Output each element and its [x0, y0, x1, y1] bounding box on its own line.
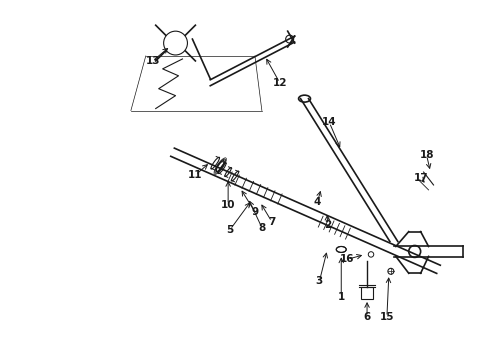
Text: 12: 12 — [272, 78, 287, 88]
Text: 7: 7 — [268, 217, 275, 227]
Text: 3: 3 — [316, 276, 323, 286]
Text: 13: 13 — [146, 56, 160, 66]
Text: 14: 14 — [322, 117, 337, 127]
Bar — [361, 287, 373, 299]
Text: 18: 18 — [419, 150, 434, 160]
Text: 9: 9 — [251, 207, 259, 217]
Text: 4: 4 — [314, 197, 321, 207]
Text: 16: 16 — [340, 255, 354, 264]
Text: 11: 11 — [188, 170, 203, 180]
Text: 1: 1 — [338, 292, 345, 302]
Text: 5: 5 — [226, 225, 234, 235]
Text: 15: 15 — [380, 312, 394, 322]
Text: 6: 6 — [364, 312, 370, 322]
Text: 2: 2 — [324, 220, 331, 230]
Text: 10: 10 — [221, 200, 235, 210]
Text: 8: 8 — [258, 222, 266, 233]
Text: 17: 17 — [414, 173, 428, 183]
